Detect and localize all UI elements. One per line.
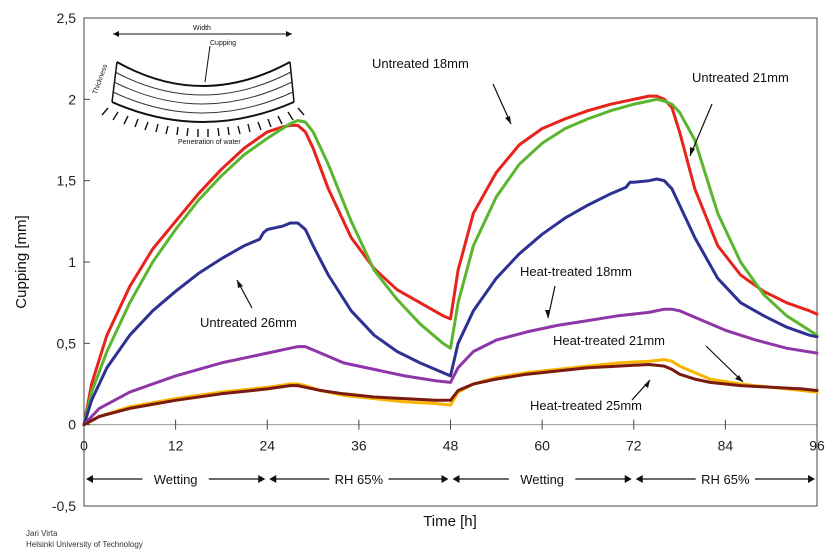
arrowhead-heat-treated-21mm bbox=[735, 375, 743, 382]
phase-label: RH 65% bbox=[335, 472, 384, 487]
annotations: Untreated 18mm Untreated 21mm Untreated … bbox=[200, 56, 789, 413]
phase-arrowhead-left bbox=[269, 475, 277, 483]
credit-author: Jari Virta bbox=[26, 529, 58, 538]
inset-layer-2 bbox=[113, 81, 293, 105]
arrowhead-untreated-18mm bbox=[505, 116, 511, 124]
phase-arrowhead-left bbox=[635, 475, 643, 483]
annotation-untreated-26mm: Untreated 26mm bbox=[200, 315, 297, 330]
y-tick-label: 0,5 bbox=[57, 335, 77, 351]
arrow-heat-treated-21mm bbox=[705, 345, 744, 383]
phase-arrowhead-right bbox=[808, 475, 815, 483]
x-tick-label: 96 bbox=[809, 438, 825, 454]
x-tick-label: 0 bbox=[80, 438, 88, 454]
x-axis-ticks: 0 12 24 36 48 60 72 84 96 bbox=[80, 419, 825, 454]
x-axis-title: Time [h] bbox=[423, 513, 477, 530]
annotation-heat-treated-25mm: Heat-treated 25mm bbox=[530, 398, 642, 413]
x-tick-label: 72 bbox=[626, 438, 642, 454]
phase-arrowhead-left bbox=[452, 475, 460, 483]
series-line-untreated-18mm bbox=[82, 94, 819, 427]
series-layer bbox=[82, 94, 819, 427]
credit-institution: Helsinki University of Technology bbox=[26, 540, 143, 549]
arrowhead-untreated-26mm bbox=[237, 280, 243, 288]
series-line-heat-treated-18mm bbox=[82, 307, 819, 427]
y-tick-label: 1,5 bbox=[57, 173, 77, 189]
inset-diagram: Width Penetration of water Cupping Thick… bbox=[92, 25, 305, 146]
inset-board-left-edge bbox=[111, 61, 118, 103]
arrowhead-untreated-21mm bbox=[690, 147, 695, 156]
y-tick-label: 0 bbox=[68, 417, 76, 433]
phase-label: Wetting bbox=[154, 472, 198, 487]
inset-board-bottom bbox=[111, 101, 295, 123]
y-tick-label: 2 bbox=[68, 91, 76, 107]
arrow-untreated-21mm bbox=[689, 103, 713, 157]
inset-board-top bbox=[116, 61, 291, 87]
phase-arrowhead-right bbox=[441, 475, 449, 483]
phase-arrowhead-right bbox=[624, 475, 632, 483]
phase-layer: Wetting RH 65% Wetting RH 65% bbox=[86, 472, 815, 487]
inset-layer-1 bbox=[114, 71, 292, 96]
x-tick-label: 12 bbox=[168, 438, 184, 454]
x-tick-label: 24 bbox=[259, 438, 275, 454]
series-line-untreated-26mm bbox=[82, 177, 819, 427]
y-axis-ticks: -0,5 0 0,5 1 1,5 2 2,5 bbox=[52, 10, 90, 514]
annotation-heat-treated-21mm: Heat-treated 21mm bbox=[553, 333, 665, 348]
x-tick-label: 60 bbox=[534, 438, 550, 454]
phase-label: Wetting bbox=[520, 472, 564, 487]
inset-side-label: Thickness bbox=[92, 63, 110, 95]
arrowhead-heat-treated-25mm bbox=[644, 380, 650, 388]
inset-cupping-line bbox=[204, 45, 211, 83]
inset-width-label: Width bbox=[193, 25, 211, 32]
annotation-untreated-21mm: Untreated 21mm bbox=[692, 70, 789, 85]
inset-width-arrow-right bbox=[286, 31, 292, 37]
y-tick-label: 2,5 bbox=[57, 10, 77, 26]
series-line-untreated-21mm bbox=[82, 97, 819, 427]
inset-water-hatching bbox=[101, 107, 305, 137]
arrowhead-heat-treated-18mm bbox=[545, 310, 550, 318]
annotation-heat-treated-18mm: Heat-treated 18mm bbox=[520, 264, 632, 279]
annotation-untreated-18mm: Untreated 18mm bbox=[372, 56, 469, 71]
x-tick-label: 36 bbox=[351, 438, 367, 454]
inset-cupping-label: Cupping bbox=[210, 40, 236, 47]
inset-board-right-edge bbox=[289, 61, 295, 103]
x-tick-label: 48 bbox=[443, 438, 459, 454]
series-line-heat-treated-25mm bbox=[82, 363, 819, 427]
phase-label: RH 65% bbox=[701, 472, 750, 487]
phase-arrowhead-left bbox=[86, 475, 93, 483]
inset-penetration-label: Penetration of water bbox=[178, 139, 241, 146]
y-tick-label: -0,5 bbox=[52, 498, 76, 514]
inset-width-arrow-left bbox=[113, 31, 119, 37]
x-tick-label: 84 bbox=[718, 438, 734, 454]
y-axis-title: Cupping [mm] bbox=[13, 215, 30, 308]
inset-layer-3 bbox=[112, 91, 294, 114]
y-tick-label: 1 bbox=[68, 254, 76, 270]
phase-arrowhead-right bbox=[258, 475, 266, 483]
